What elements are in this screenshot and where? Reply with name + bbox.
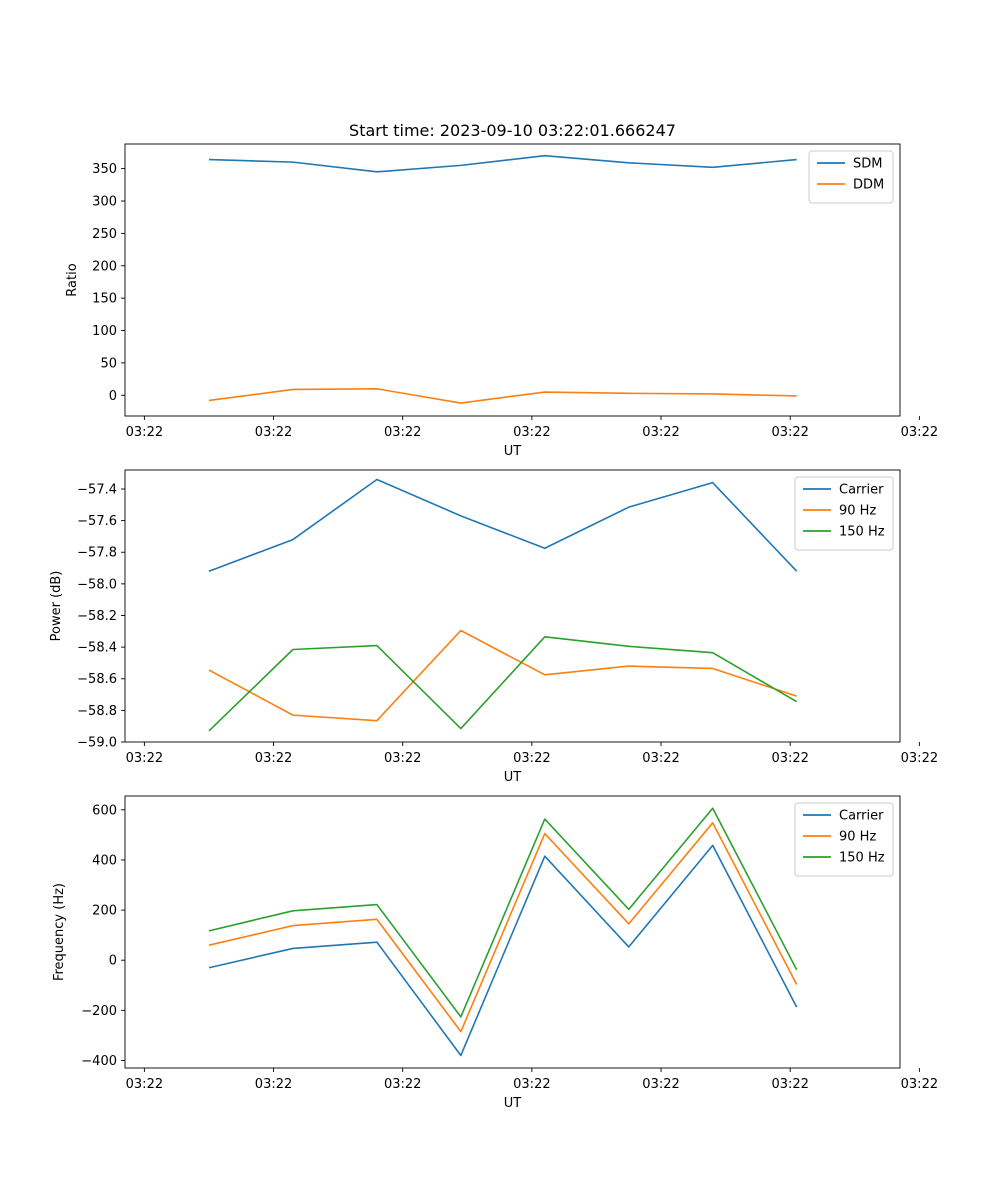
x-tick-label: 03:22 xyxy=(513,425,550,440)
y-tick-label: −57.6 xyxy=(77,514,117,529)
y-tick-label: 100 xyxy=(92,324,117,339)
x-tick-label: 03:22 xyxy=(255,751,292,766)
legend-label: Carrier xyxy=(839,809,884,824)
y-axis-label: Frequency (Hz) xyxy=(52,883,67,981)
y-tick-label: 600 xyxy=(92,803,117,818)
chart-title: Start time: 2023-09-10 03:22:01.666247 xyxy=(349,121,676,140)
x-tick-label: 03:22 xyxy=(255,425,292,440)
y-tick-label: −58.4 xyxy=(77,641,117,656)
y-tick-label: 50 xyxy=(100,356,117,371)
y-tick-label: −58.8 xyxy=(77,704,117,719)
x-tick-label: 03:22 xyxy=(126,751,163,766)
x-tick-label: 03:22 xyxy=(513,1077,550,1092)
x-tick-label: 03:22 xyxy=(642,1077,679,1092)
y-tick-label: −58.6 xyxy=(77,672,117,687)
legend-label: 150 Hz xyxy=(839,525,885,540)
y-tick-label: 0 xyxy=(109,389,117,404)
y-tick-label: −57.8 xyxy=(77,546,117,561)
axes-frame xyxy=(124,795,901,1069)
y-tick-label: −59.0 xyxy=(77,736,117,751)
series-line-150-hz xyxy=(208,636,798,732)
axes-frame xyxy=(124,143,901,417)
series-line-150-hz xyxy=(208,807,798,1018)
legend-label: DDM xyxy=(853,178,884,193)
x-tick-label: 03:22 xyxy=(384,1077,421,1092)
x-tick-label: 03:22 xyxy=(642,425,679,440)
panel-1: Start time: 2023-09-10 03:22:01.66624703… xyxy=(65,121,938,459)
series-line-90-hz xyxy=(208,822,798,1033)
y-tick-label: −58.0 xyxy=(77,577,117,592)
legend-label: SDM xyxy=(853,157,882,172)
x-axis-label: UT xyxy=(504,1096,522,1111)
legend-label: 90 Hz xyxy=(839,504,876,519)
y-tick-label: −200 xyxy=(81,1004,117,1019)
y-tick-label: 300 xyxy=(92,194,117,209)
x-tick-label: 03:22 xyxy=(513,751,550,766)
y-tick-label: 200 xyxy=(92,259,117,274)
x-tick-label: 03:22 xyxy=(901,751,938,766)
x-tick-label: 03:22 xyxy=(255,1077,292,1092)
legend: Carrier 90 Hz 150 Hz xyxy=(794,802,894,877)
series-line-ddm xyxy=(208,387,797,404)
y-axis-label: Power (dB) xyxy=(49,571,64,642)
legend: Carrier 90 Hz 150 Hz xyxy=(794,476,894,551)
y-tick-label: 350 xyxy=(92,162,117,177)
panel-3: 03:2203:2203:2203:2203:2203:2203:2203:23… xyxy=(52,795,938,1111)
legend: SDM DDM xyxy=(808,150,894,204)
x-tick-label: 03:22 xyxy=(126,1077,163,1092)
x-tick-label: 03:22 xyxy=(384,751,421,766)
x-tick-label: 03:22 xyxy=(771,1077,808,1092)
y-tick-label: 0 xyxy=(109,954,117,969)
legend-box xyxy=(808,150,894,204)
series-line-carrier xyxy=(208,844,798,1057)
y-tick-label: 400 xyxy=(92,853,117,868)
y-tick-label: 250 xyxy=(92,227,117,242)
series-line-90-hz xyxy=(208,629,797,722)
axes-frame xyxy=(124,469,901,743)
x-tick-label: 03:22 xyxy=(384,425,421,440)
y-tick-label: 200 xyxy=(92,904,117,919)
x-tick-label: 03:22 xyxy=(901,1077,938,1092)
y-axis-label: Ratio xyxy=(65,263,80,296)
x-axis-label: UT xyxy=(504,770,522,785)
panel-2: 03:2203:2203:2203:2203:2203:2203:2203:23… xyxy=(49,469,938,785)
legend-label: 90 Hz xyxy=(839,830,876,845)
x-tick-label: 03:22 xyxy=(771,425,808,440)
y-tick-label: −400 xyxy=(81,1054,117,1069)
x-tick-label: 03:22 xyxy=(901,425,938,440)
x-tick-label: 03:22 xyxy=(771,751,808,766)
series-line-sdm xyxy=(208,154,797,173)
legend-label: Carrier xyxy=(839,483,884,498)
x-tick-label: 03:22 xyxy=(642,751,679,766)
x-axis-label: UT xyxy=(504,444,522,459)
x-tick-label: 03:22 xyxy=(126,425,163,440)
y-tick-label: 150 xyxy=(92,292,117,307)
y-tick-label: −57.4 xyxy=(77,482,117,497)
legend-label: 150 Hz xyxy=(839,851,885,866)
series-line-carrier xyxy=(208,478,798,572)
y-tick-label: −58.2 xyxy=(77,609,117,624)
